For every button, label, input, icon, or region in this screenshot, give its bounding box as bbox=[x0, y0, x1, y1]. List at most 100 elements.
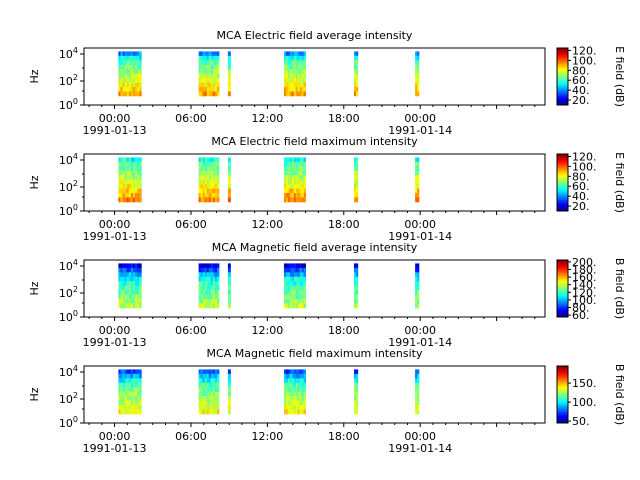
spectrogram-cell bbox=[301, 60, 305, 66]
spectrogram-cell bbox=[135, 161, 138, 167]
spectrogram-cell bbox=[415, 197, 418, 203]
spectrogram-cell bbox=[355, 64, 359, 70]
spectrogram-cell bbox=[122, 161, 126, 167]
spectrogram-cell bbox=[289, 400, 293, 406]
spectrogram-cell bbox=[303, 161, 306, 167]
spectrogram-cell bbox=[295, 303, 299, 309]
spectrogram-cell bbox=[303, 82, 306, 88]
spectrogram-cell bbox=[285, 179, 289, 185]
colorbar-segment bbox=[557, 182, 568, 185]
spectrogram-cell bbox=[130, 170, 134, 176]
spectrogram-cell bbox=[206, 378, 210, 384]
spectrogram-cell bbox=[291, 78, 295, 83]
spectrogram-cell bbox=[291, 387, 295, 393]
spectrogram-cell bbox=[355, 294, 359, 300]
colorbar-segment bbox=[557, 388, 568, 391]
spectrogram-cell bbox=[216, 157, 220, 163]
spectrogram-cell bbox=[285, 188, 289, 194]
panel-2: MCA Electric field maximum intensity1041… bbox=[28, 135, 626, 243]
colorbar-segment bbox=[557, 271, 568, 274]
spectrogram-cell bbox=[212, 60, 216, 66]
panel-1: MCA Electric field average intensity1041… bbox=[28, 29, 626, 137]
spectrogram-cell bbox=[208, 382, 212, 388]
spectrogram-cell bbox=[128, 91, 132, 97]
panel-title: MCA Electric field maximum intensity bbox=[211, 135, 418, 148]
spectrogram-cell bbox=[285, 400, 289, 406]
colorbar-segment bbox=[557, 401, 568, 404]
spectrogram-cell bbox=[120, 86, 123, 92]
spectrogram-cell bbox=[415, 73, 418, 79]
spectrogram-cell bbox=[118, 290, 121, 295]
spectrogram-cell bbox=[137, 175, 140, 181]
spectrogram-cell bbox=[198, 64, 202, 70]
spectrogram-cell bbox=[132, 303, 136, 309]
spectrogram-cell bbox=[289, 272, 293, 278]
spectrogram-cell bbox=[283, 170, 287, 176]
spectrogram-cell bbox=[120, 157, 123, 163]
spectrogram-cell bbox=[214, 378, 218, 384]
spectrogram-cell bbox=[198, 78, 202, 83]
spectrogram-cell bbox=[287, 192, 291, 198]
spectrogram-cell bbox=[297, 382, 301, 388]
spectrogram-cell bbox=[353, 409, 357, 415]
spectrogram-cell bbox=[210, 91, 214, 97]
colorbar-label: B field (dB) bbox=[613, 364, 626, 425]
spectrogram-cell bbox=[202, 69, 206, 75]
spectrogram-cell bbox=[293, 179, 297, 185]
spectrogram-cell bbox=[301, 294, 305, 300]
colorbar-segment bbox=[557, 418, 568, 421]
spectrogram-cell bbox=[216, 170, 220, 176]
spectrogram-cell bbox=[293, 303, 297, 309]
colorbar-segment bbox=[557, 181, 568, 183]
colorbar-segment bbox=[557, 201, 568, 203]
spectrogram-cell bbox=[206, 51, 210, 57]
spectrogram-cell bbox=[124, 290, 128, 295]
colorbar-segment bbox=[557, 413, 568, 415]
spectrogram-cell bbox=[417, 294, 420, 300]
spectrogram-cell bbox=[216, 73, 220, 79]
spectrogram-cell bbox=[204, 369, 208, 375]
spectrogram-cell bbox=[210, 378, 214, 384]
spectrogram-cell bbox=[301, 409, 305, 415]
spectrogram-cell bbox=[287, 272, 291, 278]
spectrogram-cell bbox=[137, 55, 140, 61]
spectrogram-cell bbox=[293, 290, 297, 295]
spectrogram-cell bbox=[417, 55, 420, 61]
colorbar-segment bbox=[557, 62, 568, 64]
spectrogram-cell bbox=[130, 161, 134, 167]
spectrogram-cell bbox=[208, 91, 212, 97]
spectrogram-cell bbox=[293, 157, 297, 163]
spectrogram-cell bbox=[299, 382, 303, 388]
spectrogram-cell bbox=[128, 69, 132, 75]
spectrogram-cell bbox=[208, 64, 212, 70]
spectrogram-cell bbox=[303, 157, 306, 163]
spectrogram-cell bbox=[353, 396, 357, 401]
spectrogram-cell bbox=[353, 192, 357, 198]
spectrogram-cell bbox=[353, 267, 357, 273]
spectrogram-cell bbox=[287, 373, 291, 379]
spectrogram-cell bbox=[295, 197, 299, 203]
spectrogram-cell bbox=[285, 373, 289, 379]
spectrogram-cell bbox=[285, 60, 289, 66]
spectrogram-cell bbox=[198, 369, 202, 375]
spectrogram-cell bbox=[289, 86, 293, 92]
spectrogram-cell bbox=[118, 303, 121, 309]
colorbar-segment bbox=[557, 287, 568, 289]
spectrogram-cell bbox=[118, 184, 121, 189]
spectrogram-cell bbox=[293, 184, 297, 189]
spectrogram-cell bbox=[126, 409, 130, 415]
spectrogram-cell bbox=[293, 91, 297, 97]
spectrogram-cell bbox=[206, 290, 210, 295]
spectrogram-cell bbox=[135, 290, 138, 295]
spectrogram-cell bbox=[200, 298, 204, 304]
spectrogram-cell bbox=[135, 409, 138, 415]
spectrogram-cell bbox=[283, 157, 287, 163]
spectrogram-cell bbox=[353, 188, 357, 194]
spectrogram-cell bbox=[417, 303, 420, 309]
spectrogram-cell bbox=[204, 263, 208, 269]
colorbar-segment bbox=[557, 414, 568, 417]
spectrogram-cell bbox=[293, 272, 297, 278]
colorbar-segment bbox=[557, 203, 568, 206]
spectrogram-cell bbox=[283, 64, 287, 70]
spectrogram-cell bbox=[227, 400, 231, 406]
